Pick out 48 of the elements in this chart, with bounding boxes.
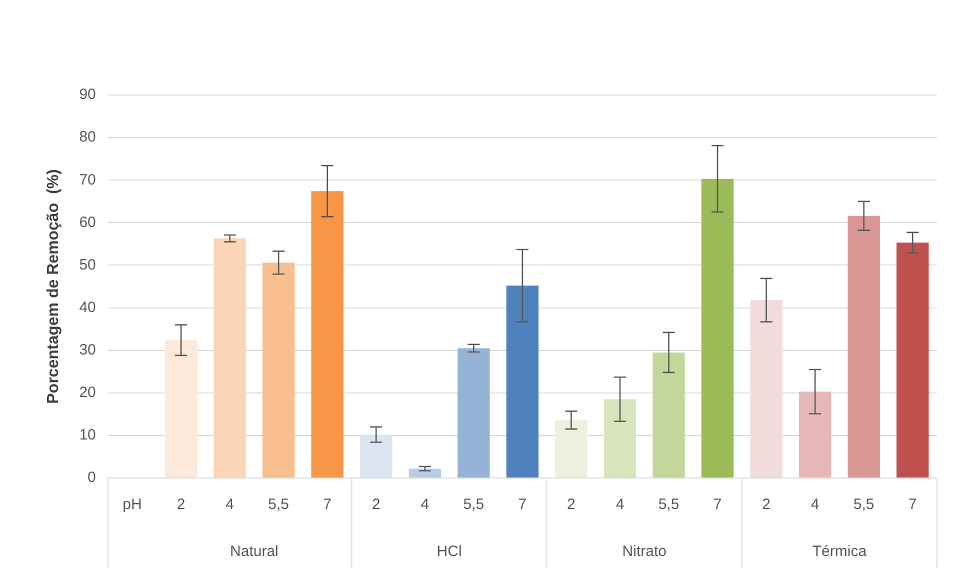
text: Nitrato: [622, 543, 666, 560]
bar: [506, 286, 539, 478]
x-tick-label: 7: [323, 496, 332, 514]
y-tick-label: 0: [88, 469, 96, 486]
x-tick-label: 2: [762, 496, 770, 514]
bar: [701, 178, 734, 478]
bar: [458, 348, 490, 478]
bar: [652, 352, 685, 478]
x-tick-label: 4: [616, 496, 624, 514]
y-tick-label: 40: [79, 298, 96, 316]
text: HCl: [436, 543, 462, 560]
x-tick-label: 7: [908, 496, 917, 514]
x-tick-label: 7: [713, 496, 722, 514]
bar: [360, 434, 392, 478]
bar: [798, 392, 832, 478]
y-tick-label: 90: [79, 86, 96, 104]
y-tick-label: 60: [79, 214, 96, 231]
y-tick-label: 30: [79, 341, 96, 358]
x-tick-label: 5,5: [268, 496, 290, 514]
y-axis-title: Porcentagem de Remoção (%): [45, 169, 62, 404]
bar: [262, 262, 295, 478]
x-tick-label: 5,5: [853, 496, 874, 514]
y-tick-label: 80: [79, 128, 96, 146]
x-tick-label: 2: [567, 496, 576, 514]
bar: [848, 216, 880, 478]
bar: [408, 468, 441, 478]
x-tick-label: 4: [420, 496, 430, 514]
y-tick-label: 20: [79, 384, 96, 402]
bar: [164, 340, 198, 478]
y-tick-label: 50: [79, 256, 96, 274]
y-tick-label: 10: [79, 426, 96, 444]
bar: [750, 300, 782, 478]
x-tick-label: 5,5: [463, 496, 484, 514]
x-tick-label: 5,5: [658, 496, 680, 514]
x-tick-label: 7: [518, 496, 527, 514]
bar: [896, 242, 929, 478]
bar: [214, 238, 246, 478]
x-tick-label: 4: [810, 496, 820, 514]
bar: [311, 191, 344, 478]
x-tick-label: pH: [122, 496, 142, 514]
x-tick-label: 2: [176, 496, 186, 514]
text: Térmica: [812, 543, 868, 560]
x-tick-label: 4: [226, 496, 234, 514]
bar: [604, 399, 636, 478]
x-tick-label: 2: [372, 496, 380, 514]
text: Natural: [230, 543, 278, 560]
bar: [555, 420, 588, 478]
y-tick-label: 70: [79, 171, 96, 188]
